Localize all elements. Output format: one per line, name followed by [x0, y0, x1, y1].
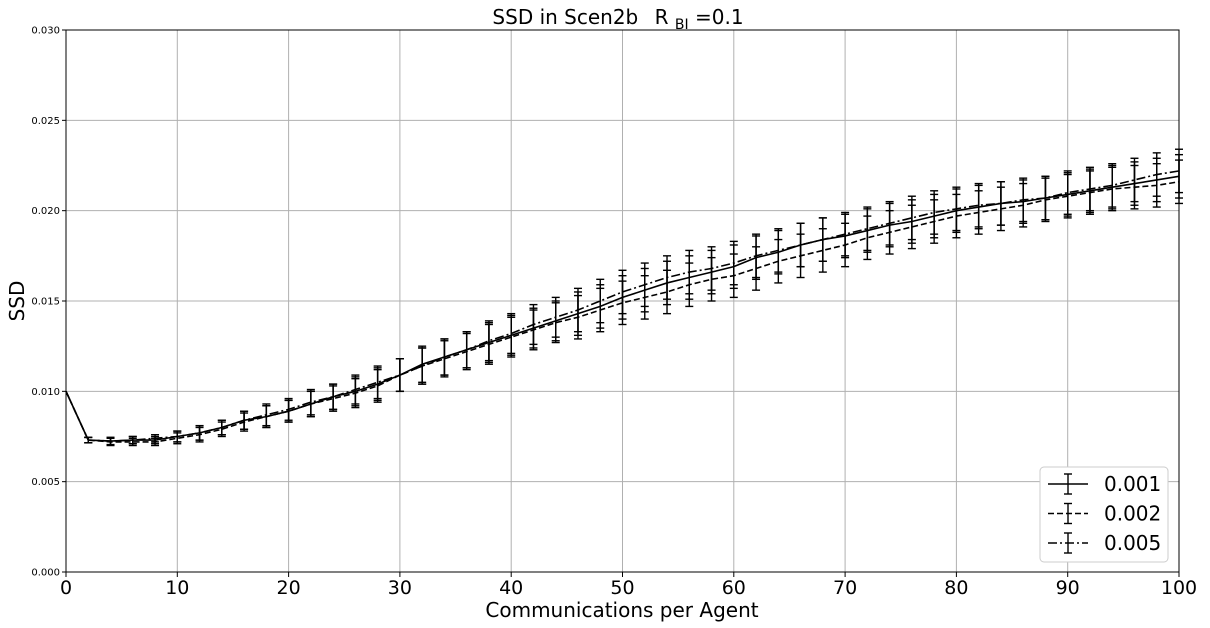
error-bar: [1152, 152, 1161, 197]
series-layer: [65, 148, 1183, 447]
y-tick-label: 0.020: [31, 206, 60, 217]
error-bar: [351, 374, 360, 405]
chart-title-math-sub: BI: [675, 17, 689, 33]
error-bar: [818, 217, 827, 262]
chart-title: SSD in Scen2b R BI =0.1: [492, 5, 743, 34]
x-tick-label: 60: [722, 577, 746, 599]
error-bar: [329, 383, 338, 411]
error-bar: [106, 436, 115, 446]
error-bar: [507, 312, 516, 355]
error-bar: [930, 190, 939, 235]
legend-box: [1039, 466, 1169, 563]
legend-entry-0.002: 0.002: [1048, 502, 1161, 526]
legend-label: 0.001: [1104, 472, 1161, 496]
legend-entry-0.005: 0.005: [1048, 531, 1161, 555]
error-bar: [551, 296, 560, 338]
error-bar: [217, 419, 226, 436]
y-tick-label: 0.000: [31, 568, 60, 579]
error-bar: [240, 410, 249, 430]
error-bar: [284, 397, 293, 421]
error-bar: [952, 186, 961, 232]
y-tick-label: 0.010: [31, 387, 60, 398]
error-bar: [306, 388, 315, 416]
error-bar: [796, 222, 805, 268]
plot-frame: [65, 29, 1180, 573]
legend-label: 0.005: [1104, 531, 1161, 555]
error-bar: [752, 233, 761, 279]
y-axis-label: SSD: [5, 281, 29, 322]
x-tick-label: 90: [1056, 577, 1080, 599]
error-bar: [707, 246, 716, 291]
x-tick-label: 80: [944, 577, 968, 599]
error-bar: [996, 181, 1005, 226]
error-bar: [484, 320, 493, 362]
error-bar: [885, 200, 894, 246]
x-tick-label: 0: [60, 577, 72, 599]
error-bar: [974, 182, 983, 228]
grid-layer: [65, 29, 1180, 573]
error-bar: [663, 255, 672, 300]
error-bar: [151, 433, 160, 443]
tick-layer: 0 10 20 30 40 50 60 70 80 90 100 0.000 0.005 0.010 0.0…: [31, 26, 1197, 600]
error-bar: [440, 338, 449, 376]
error-bar: [262, 403, 271, 427]
legend-label: 0.002: [1104, 502, 1161, 526]
error-bar: [1063, 170, 1072, 215]
x-tick-label: 100: [1161, 577, 1197, 599]
error-bar: [395, 358, 404, 393]
error-bar: [573, 287, 582, 333]
error-bar: [596, 278, 605, 324]
x-tick-label: 20: [277, 577, 301, 599]
error-bar: [640, 262, 649, 308]
x-tick-label: 50: [610, 577, 634, 599]
y-tick-label: 0.015: [31, 297, 60, 308]
error-bar: [1041, 175, 1050, 221]
x-tick-label: 10: [165, 577, 189, 599]
series-0.001: [65, 153, 1183, 446]
y-tick-label: 0.005: [31, 477, 60, 488]
error-bar: [462, 331, 471, 369]
error-bar: [128, 435, 137, 445]
chart-title-math-suffix: =0.1: [695, 5, 744, 29]
error-bar: [1019, 177, 1028, 223]
series-line: [65, 180, 1180, 443]
x-tick-label: 40: [499, 577, 523, 599]
error-bar: [1085, 166, 1094, 212]
error-bar: [1130, 157, 1139, 203]
error-bar: [774, 228, 783, 273]
series-line: [65, 170, 1180, 442]
error-bar: [863, 206, 872, 252]
error-bar: [529, 303, 538, 346]
x-tick-label: 30: [388, 577, 412, 599]
error-bar: [1108, 162, 1117, 208]
series-0.005: [65, 148, 1183, 446]
x-tick-label: 70: [833, 577, 857, 599]
error-bar: [685, 249, 694, 295]
error-bar: [907, 195, 916, 241]
error-bar: [618, 269, 627, 315]
error-bar: [729, 240, 738, 286]
legend: 0.001 0.002 0.005: [1039, 466, 1169, 563]
y-tick-label: 0.025: [31, 116, 60, 127]
chart-title-main: SSD in Scen2b: [492, 5, 638, 29]
error-bar: [841, 211, 850, 257]
error-bar: [418, 347, 427, 385]
legend-entry-0.001: 0.001: [1048, 472, 1161, 496]
chart-title-math-base: R: [655, 5, 669, 29]
x-axis-label: Communications per Agent: [485, 598, 758, 622]
error-bar: [173, 430, 182, 443]
error-bar: [373, 365, 382, 400]
error-bar: [195, 424, 204, 441]
y-tick-label: 0.030: [31, 26, 60, 37]
error-bar: [84, 436, 93, 444]
